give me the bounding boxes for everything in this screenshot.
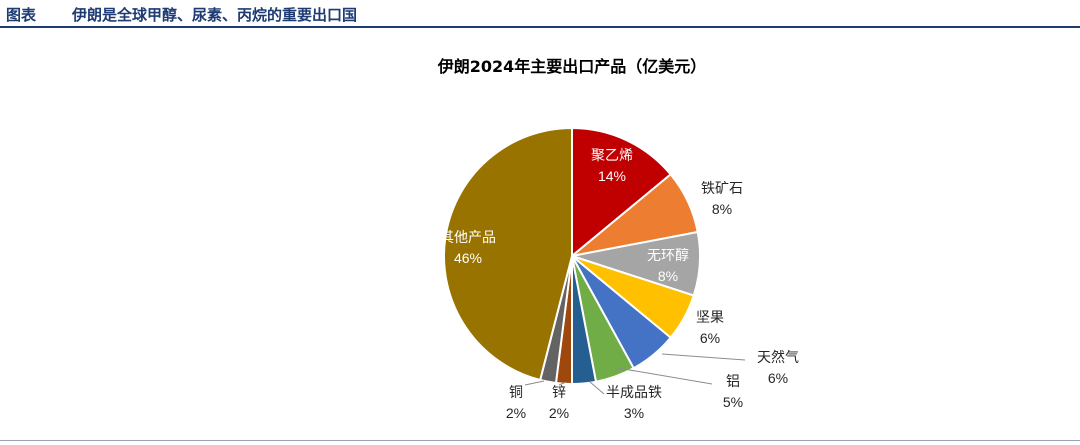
slice-percent: 6% [768,370,788,386]
slice-label: 铜 [509,385,523,401]
leader-line [524,380,545,386]
slice-label: 铁矿石 [701,181,743,197]
bottom-rule [0,440,1080,441]
figure-header: 图表 伊朗是全球甲醇、尿素、丙烷的重要出口国 [0,0,1080,28]
slice-percent: 46% [454,250,482,266]
slice-label: 铝 [726,374,740,390]
slice-label: 其他产品 [440,230,496,246]
pie-slices [443,126,701,386]
slice-labels: 聚乙烯 14% 铁矿石 8% 无环醇 8% 坚果 6% 天然气 6% 铝 5% 半成品铁 3% 锌 2% 铜 2%… [440,148,799,421]
slice-percent: 2% [506,405,526,421]
slice-percent: 14% [598,168,626,184]
slice-percent: 8% [658,268,678,284]
leader-line [617,367,713,385]
slice-percent: 8% [712,201,732,217]
leader-line [589,381,605,395]
figure-label: 图表 [6,6,37,24]
slice-percent: 6% [700,330,720,346]
figure-title: 伊朗是全球甲醇、尿素、丙烷的重要出口国 [72,6,358,24]
leader-line [558,381,567,386]
pie-slice [571,126,673,259]
pie-slice [443,126,573,382]
chart-title: 伊朗2024年主要出口产品（亿美元） [437,57,707,76]
slice-percent: 2% [549,405,569,421]
slice-label: 坚果 [696,310,724,326]
header-rule [0,26,1080,28]
leader-line [661,353,746,361]
slice-label: 天然气 [757,349,799,366]
slice-label: 聚乙烯 [591,148,633,164]
slice-label: 锌 [552,385,566,401]
slice-label: 无环醇 [647,247,689,264]
slice-label: 半成品铁 [606,385,662,401]
slice-percent: 3% [624,405,644,421]
slice-percent: 5% [723,394,743,410]
leader-lines [524,353,746,395]
